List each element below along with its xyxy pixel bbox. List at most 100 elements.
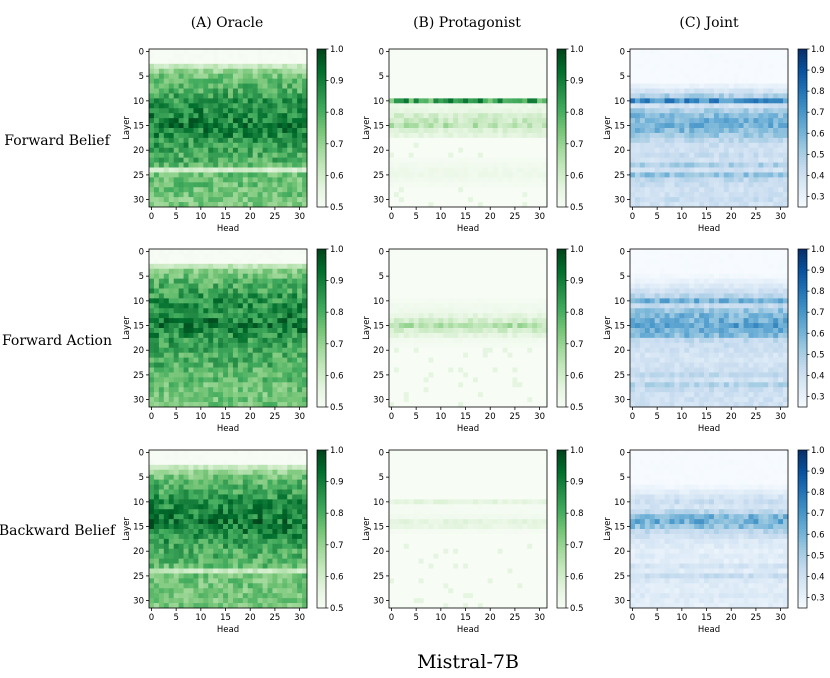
heatmap-cell	[748, 157, 754, 163]
heatmap-cell	[213, 73, 219, 79]
heatmap-cell	[649, 103, 656, 109]
heatmap-cell	[242, 283, 249, 289]
colorbar-segment	[557, 146, 566, 150]
heatmap-cell	[242, 78, 249, 84]
heatmap-cell	[257, 362, 263, 368]
heatmap-cell	[542, 278, 548, 284]
heatmap-cell	[408, 63, 415, 70]
heatmap-cell	[418, 288, 424, 294]
heatmap-cell	[659, 73, 665, 79]
heatmap-cell	[669, 88, 675, 94]
heatmap-cell	[418, 108, 424, 114]
heatmap-cell	[704, 177, 710, 183]
heatmap-cell	[178, 372, 184, 378]
heatmap-cell	[418, 298, 424, 304]
colorbar-segment	[317, 204, 326, 208]
heatmap-cell	[252, 49, 258, 55]
heatmap-cell	[393, 53, 400, 60]
heatmap-cell	[228, 167, 234, 173]
heatmap-cell	[213, 303, 219, 309]
heatmap-cell	[413, 68, 419, 75]
heatmap-cell	[203, 49, 209, 55]
heatmap-cell	[527, 93, 533, 99]
heatmap-cell	[773, 152, 779, 158]
heatmap-cell	[453, 172, 459, 178]
heatmap-cell	[512, 258, 518, 265]
heatmap-cell	[297, 202, 303, 208]
heatmap-cell	[497, 73, 503, 79]
heatmap-cell	[223, 113, 229, 119]
heatmap-cell	[163, 337, 170, 344]
heatmap-cell	[247, 98, 254, 104]
heatmap-cell	[282, 202, 288, 208]
heatmap-cell	[213, 103, 219, 109]
x-axis-label: Head	[217, 424, 239, 434]
heatmap-cell	[669, 177, 675, 183]
heatmap-cell	[287, 123, 293, 129]
heatmap-cell	[413, 187, 419, 193]
colorbar-segment	[798, 93, 807, 97]
heatmap-cell	[302, 397, 308, 403]
heatmap-cell	[733, 132, 739, 139]
heatmap-cell	[208, 332, 214, 339]
heatmap-cell	[763, 202, 769, 208]
heatmap-cell	[262, 308, 268, 314]
heatmap-cell	[537, 283, 543, 289]
heatmap-cell	[188, 202, 194, 208]
heatmap-cell	[203, 53, 209, 60]
heatmap-cell	[198, 303, 204, 309]
heatmap-cell	[482, 137, 489, 144]
heatmap-cell	[398, 303, 405, 309]
heatmap-cell	[517, 132, 523, 139]
heatmap-cell	[302, 137, 308, 144]
heatmap-cell	[203, 332, 209, 339]
heatmap-cell	[408, 268, 415, 275]
heatmap-cell	[173, 73, 179, 79]
heatmap-cell	[684, 157, 690, 163]
heatmap-cell	[630, 93, 636, 99]
heatmap-cell	[168, 357, 175, 363]
heatmap-cell	[537, 142, 543, 149]
heatmap-cell	[679, 53, 685, 60]
heatmap-cell	[408, 258, 415, 265]
heatmap-cell	[389, 182, 395, 188]
heatmap-cell	[497, 123, 503, 129]
heatmap-cell	[487, 93, 494, 99]
heatmap-cell	[223, 88, 229, 94]
heatmap-cell	[389, 318, 395, 324]
heatmap-cell	[517, 249, 523, 255]
heatmap-cell	[502, 142, 508, 149]
heatmap-cell	[433, 249, 439, 255]
heatmap-cell	[723, 167, 730, 173]
heatmap-cell	[487, 157, 494, 163]
heatmap-cell	[158, 147, 165, 154]
heatmap-cell	[228, 108, 234, 114]
heatmap-cell	[158, 268, 165, 275]
heatmap-cell	[512, 152, 518, 158]
heatmap-cell	[203, 263, 209, 270]
heatmap-cell	[218, 98, 224, 104]
heatmap-cell	[393, 298, 400, 304]
heatmap-cell	[443, 157, 449, 163]
heatmap-cell	[644, 88, 651, 94]
heatmap-cell	[768, 132, 774, 139]
heatmap-cell	[679, 49, 685, 55]
y-tick-label: 20	[133, 346, 144, 356]
heatmap-cell	[228, 382, 234, 388]
heatmap-cell	[630, 192, 636, 198]
heatmap-cell	[512, 49, 518, 55]
heatmap-cell	[738, 162, 744, 168]
heatmap-cell	[517, 258, 523, 265]
heatmap-cell	[257, 108, 263, 114]
heatmap-cell	[453, 113, 459, 119]
heatmap-cell	[418, 147, 424, 154]
heatmap-cell	[512, 157, 518, 163]
heatmap-cell	[718, 73, 725, 79]
heatmap-cell	[158, 249, 165, 255]
heatmap-cell	[463, 83, 469, 89]
heatmap-cell	[247, 123, 254, 129]
heatmap-cell	[542, 263, 548, 270]
heatmap-cell	[223, 357, 229, 363]
heatmap-cell	[252, 308, 258, 314]
colorbar-segment	[317, 325, 326, 329]
